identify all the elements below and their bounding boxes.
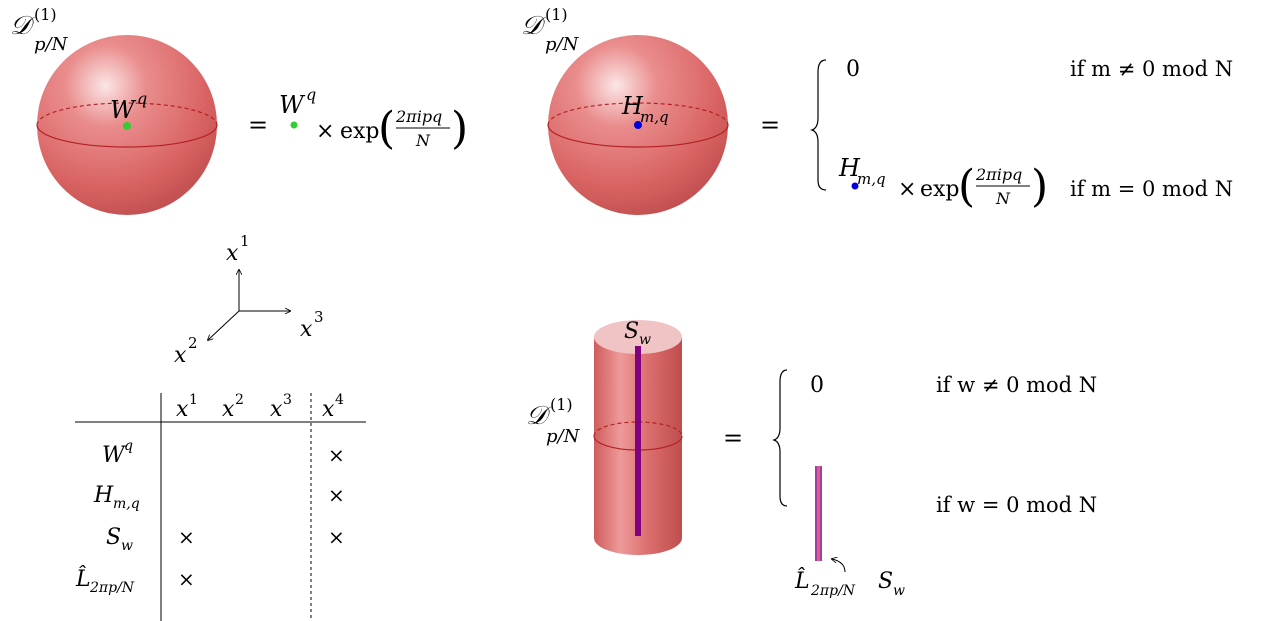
cylinder-ring-back <box>593 421 683 437</box>
col-header-x4: x <box>322 397 335 422</box>
paren-left: ( <box>958 161 975 212</box>
hooft-label-sub: m,q <box>640 108 669 126</box>
cell-lhat-x1: × <box>178 567 195 591</box>
sphere-equator-front <box>547 124 729 148</box>
support-table: x 1 x 2 x 3 x 4 W q H m,q S w L̂ 2πp/N ×… <box>75 392 366 621</box>
row-label-surface: S <box>106 525 121 550</box>
paren-right: ) <box>1031 161 1048 212</box>
axis-x2 <box>208 310 240 340</box>
row-label-wilson-sup: q <box>124 438 133 454</box>
sphere-equator-back <box>36 102 218 126</box>
panel-sphere-wilson: 𝒟 (1) p/N W q = W q × exp ( 2πipq N ) <box>10 5 468 215</box>
col-header-x2-sup: 2 <box>235 392 244 408</box>
cond-nonzero: if m ≠ 0 mod N <box>1070 57 1233 81</box>
col-header-x2: x <box>222 397 235 422</box>
defect-label-sub: p/N <box>546 426 581 447</box>
hooft-point <box>634 121 642 129</box>
frac-numerator: 2πipq <box>975 165 1022 184</box>
times-sign: × <box>898 177 916 202</box>
rhs-wilson-sup: q <box>306 85 316 104</box>
result-arrow <box>832 559 846 573</box>
sphere-equator-back <box>547 102 729 126</box>
rhs-wilson-main: W <box>279 91 306 119</box>
rhs-hooft-main: H <box>838 154 861 182</box>
axis-x2-label: x <box>174 343 187 368</box>
axis-x3-label: x <box>300 317 313 342</box>
cond-nonzero: if w ≠ 0 mod N <box>936 373 1097 397</box>
frac-denominator: N <box>415 131 431 150</box>
row-label-hooft: H <box>93 483 114 508</box>
row-label-wilson: W <box>102 443 127 468</box>
wilson-label-main: W <box>110 96 137 124</box>
exp-text: exp <box>340 119 380 144</box>
hooft-label-main: H <box>621 92 644 120</box>
axis-x1-sup: 1 <box>240 232 250 250</box>
frac-numerator: 2πipq <box>395 107 442 126</box>
frac-denominator: N <box>995 189 1011 208</box>
row-label-surface-sub: w <box>121 538 133 554</box>
axis-x3-sup: 3 <box>314 308 324 326</box>
case-zero: 0 <box>846 57 860 82</box>
equals-sign: = <box>248 111 268 139</box>
equals-sign: = <box>760 111 780 139</box>
row-label-lhat: L̂ <box>75 566 91 592</box>
result-label-main: L̂ <box>794 568 810 594</box>
panel-cylinder: 𝒟 (1) p/N S w = 0 if w ≠ 0 mod N if w = … <box>526 319 1097 599</box>
col-header-x3: x <box>270 397 283 422</box>
col-header-x1-sup: 1 <box>189 392 198 408</box>
case-brace <box>810 59 827 191</box>
defect-label-sup: (1) <box>550 395 573 414</box>
defect-label-sub: p/N <box>34 34 69 55</box>
cell-wilson-x4: × <box>328 443 345 467</box>
result-label-sub: 2πp/N <box>810 583 856 599</box>
result-label-main2: S <box>878 569 893 594</box>
col-header-x1: x <box>176 397 189 422</box>
col-header-x3-sup: 3 <box>283 392 292 408</box>
cell-hooft-x4: × <box>328 483 345 507</box>
exp-text: exp <box>920 177 960 202</box>
wilson-label-sup: q <box>137 89 147 108</box>
rhs-hooft-sub: m,q <box>857 170 886 188</box>
hooft-point-rhs <box>851 182 859 190</box>
cond-zero: if m = 0 mod N <box>1070 177 1233 201</box>
row-label-hooft-sub: m,q <box>113 496 140 512</box>
defect-label-main: 𝒟 <box>521 11 546 41</box>
case-zero: 0 <box>810 373 824 398</box>
cell-surface-x4: × <box>328 525 345 549</box>
defect-label-main: 𝒟 <box>10 11 35 41</box>
cell-surface-x1: × <box>178 525 195 549</box>
sphere-equator-front <box>36 124 218 148</box>
defect-label-sub: p/N <box>545 34 580 55</box>
axis-x2-sup: 2 <box>188 334 198 352</box>
case-brace <box>772 369 788 507</box>
surface-label-main: S <box>624 319 639 344</box>
cond-zero: if w = 0 mod N <box>936 493 1097 517</box>
axis-x1-label: x <box>226 241 239 266</box>
cylinder-top <box>594 320 682 354</box>
defect-label-sup: (1) <box>545 5 568 24</box>
panel-sphere-hooft: 𝒟 (1) p/N H m,q = 0 if m ≠ 0 mod N H m,q… <box>521 5 1233 215</box>
equals-sign: = <box>723 424 743 452</box>
wilson-point-rhs <box>290 121 298 129</box>
wilson-point <box>123 122 131 130</box>
surface-label-sub: w <box>639 332 651 348</box>
defect-label-sup: (1) <box>34 5 57 24</box>
paren-left: ( <box>378 103 395 154</box>
col-header-x4-sup: 4 <box>335 392 344 408</box>
coordinate-axes: x 1 x 3 x 2 <box>174 232 324 368</box>
paren-right: ) <box>451 103 468 154</box>
row-label-lhat-sub: 2πp/N <box>89 580 135 596</box>
times-sign: × <box>316 119 334 144</box>
result-label-sub2: w <box>893 583 905 599</box>
